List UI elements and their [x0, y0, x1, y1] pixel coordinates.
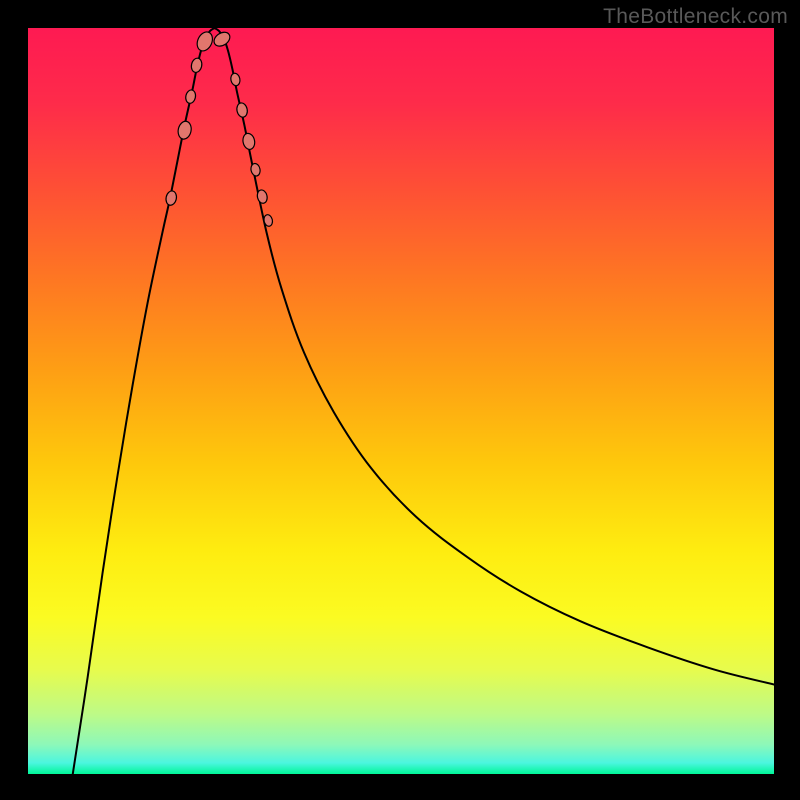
plot-area: [28, 28, 774, 774]
gradient-background: [28, 28, 774, 774]
watermark-text: TheBottleneck.com: [603, 5, 788, 29]
chart-svg: [28, 28, 774, 774]
